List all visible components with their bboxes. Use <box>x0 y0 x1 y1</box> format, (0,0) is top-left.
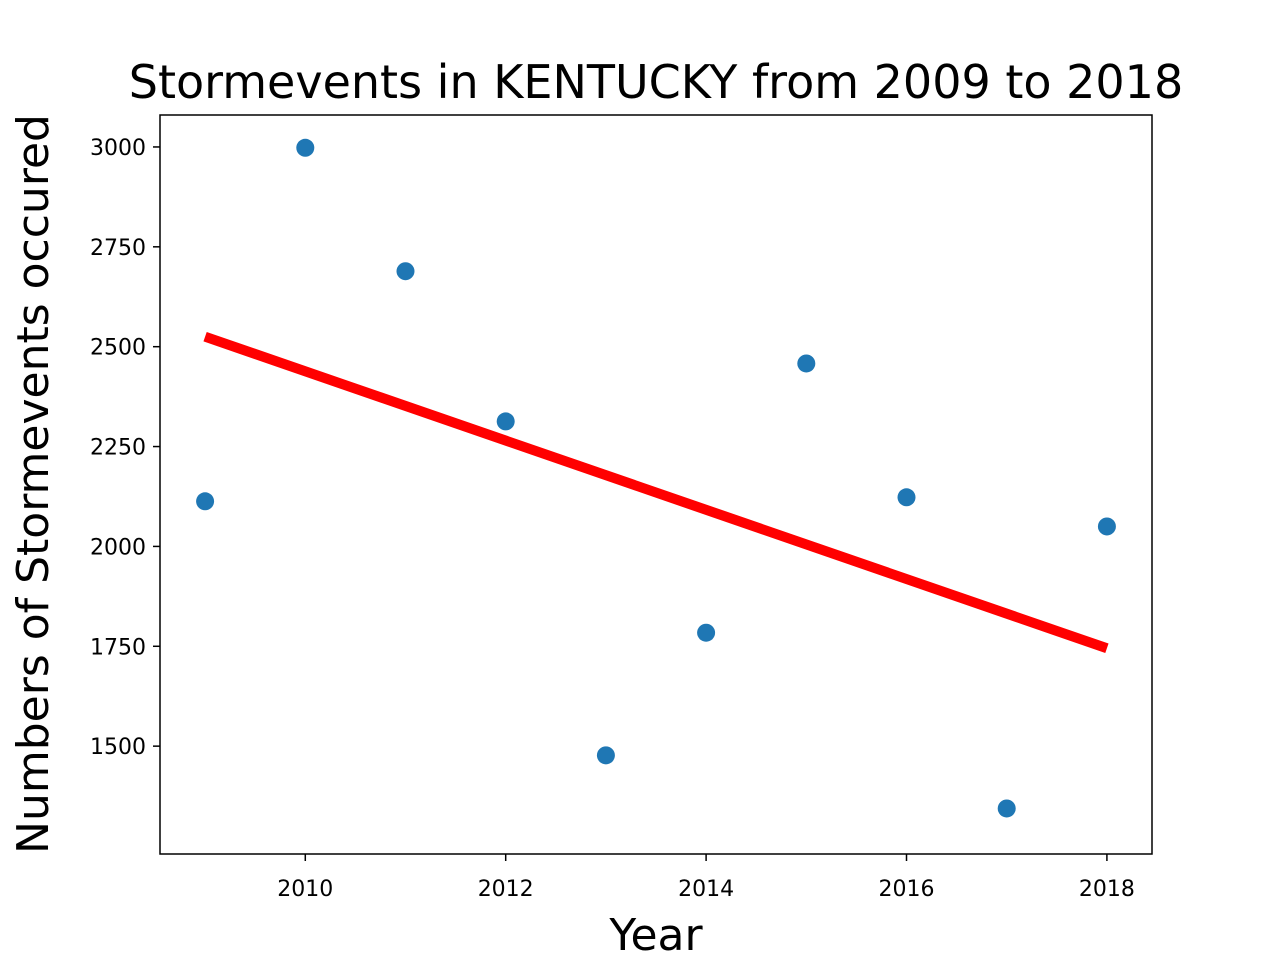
x-axis-label: Year <box>608 910 703 960</box>
data-point-2014 <box>697 623 716 642</box>
y-tick-label: 2000 <box>90 535 146 560</box>
data-point-2015 <box>797 354 816 373</box>
data-point-2017 <box>997 799 1016 818</box>
y-tick-label: 2250 <box>90 436 146 461</box>
chart-title: Stormevents in KENTUCKY from 2009 to 201… <box>129 55 1183 109</box>
data-point-2013 <box>596 746 615 765</box>
data-point-2009 <box>196 492 215 511</box>
y-tick-label: 1750 <box>90 635 146 660</box>
plot-area <box>196 138 1116 818</box>
data-point-2012 <box>496 412 515 431</box>
x-axis: 2010 2012 2014 2016 2018 <box>277 854 1135 902</box>
x-tick-label: 2016 <box>879 877 935 902</box>
data-point-2018 <box>1097 517 1116 536</box>
y-tick-label: 3000 <box>90 136 146 161</box>
x-tick-label: 2018 <box>1079 877 1135 902</box>
data-point-2010 <box>296 138 315 157</box>
y-tick-label: 2500 <box>90 336 146 361</box>
trend-line <box>203 331 1109 654</box>
y-tick-label: 2750 <box>90 236 146 261</box>
data-point-2011 <box>396 262 415 281</box>
x-tick-label: 2014 <box>678 877 734 902</box>
y-axis-label: Numbers of Stormevents occured <box>8 114 59 854</box>
y-tick-label: 1500 <box>90 735 146 760</box>
y-axis: 1500 1750 2000 2250 2500 2750 3000 <box>90 136 160 760</box>
x-tick-label: 2012 <box>478 877 534 902</box>
x-tick-label: 2010 <box>277 877 333 902</box>
data-point-2016 <box>897 488 916 507</box>
plot-frame <box>159 114 1153 855</box>
